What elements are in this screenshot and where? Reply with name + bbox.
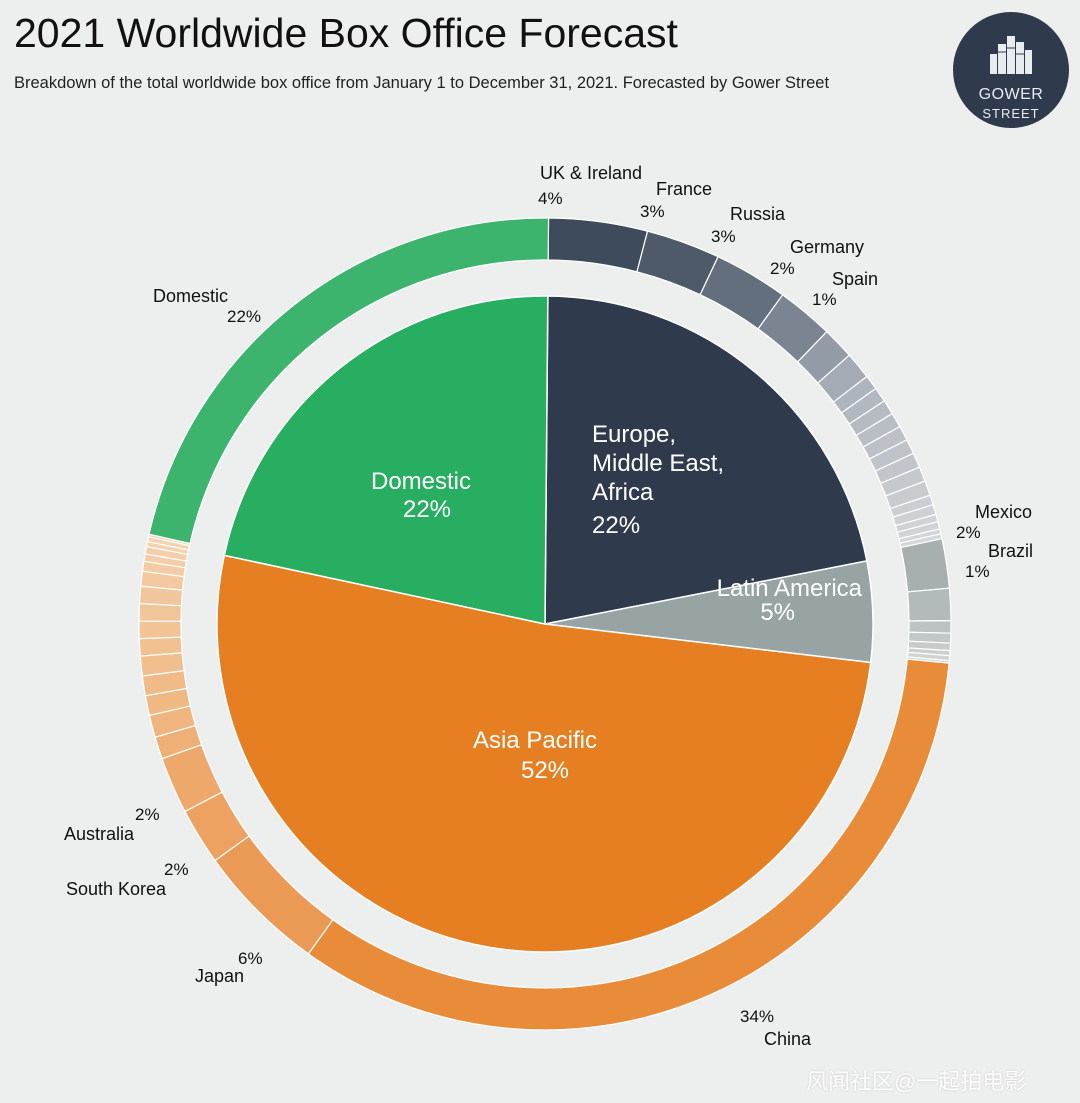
pie-pct-europe-middle-east-africa: 22% [592, 512, 640, 539]
ring-label-brazil: Brazil [988, 541, 1033, 561]
page-title: 2021 Worldwide Box Office Forecast [14, 10, 678, 56]
pie-label-latin-america: Latin America [717, 575, 863, 602]
ring-label-japan: Japan [195, 966, 244, 986]
ring-label-south-korea: South Korea [66, 879, 167, 899]
ring-label-france: France [656, 179, 712, 199]
ring-pct-brazil: 1% [965, 562, 990, 581]
pie-pct-asia-pacific: 52% [521, 757, 569, 784]
inner-labels: Europe, Middle East, Africa 22% Latin Americ… [371, 421, 863, 784]
ring-segment-minor [908, 620, 952, 634]
ring-label-russia: Russia [730, 204, 786, 224]
ring-segment-brazil [906, 587, 952, 622]
pie-slice-domestic [223, 295, 549, 625]
watermark-text: 风闻社区@一起拍电影 [806, 1069, 1027, 1094]
outer-ring [138, 217, 952, 1031]
ring-pct-spain: 1% [812, 290, 837, 309]
ring-label-spain: Spain [832, 269, 878, 289]
ring-pct-domestic: 22% [227, 307, 261, 326]
pie-label-asia-pacific: Asia Pacific [473, 727, 597, 754]
ring-label-mexico: Mexico [975, 502, 1032, 522]
ring-segment-minor [138, 636, 183, 657]
ring-label-china: China [764, 1029, 812, 1049]
pie-label-domestic: Domestic [371, 468, 471, 495]
ring-pct-mexico: 2% [956, 523, 981, 542]
inner-pie [216, 295, 874, 953]
buildings-icon [990, 36, 1032, 74]
page-subtitle: Breakdown of the total worldwide box off… [14, 74, 830, 92]
ring-segment-minor [138, 620, 182, 640]
ring-segment-domestic [148, 217, 550, 545]
pie-slice-europe-middle-east-africa [544, 295, 868, 625]
ring-label-uk-ireland: UK & Ireland [540, 163, 642, 183]
ring-pct-japan: 6% [238, 949, 263, 968]
ring-segment-mexico [900, 537, 951, 593]
ring-pct-russia: 3% [711, 227, 736, 246]
ring-label-domestic: Domestic [153, 286, 228, 306]
ring-pct-china: 34% [740, 1007, 774, 1026]
ring-pct-uk-ireland: 4% [538, 189, 563, 208]
pie-pct-latin-america: 5% [760, 599, 795, 626]
pie-pct-domestic: 22% [403, 496, 451, 523]
ring-pct-germany: 2% [770, 259, 795, 278]
pie-slice-asia-pacific [216, 554, 872, 953]
ring-segment-uk-ireland [547, 217, 649, 273]
ring-segment-minor [138, 602, 183, 622]
pie-label-europe-middle-east-africa: Europe, Middle East, Africa [592, 421, 724, 506]
ring-label-australia: Australia [64, 824, 135, 844]
gower-street-logo: GOWER STREET [953, 12, 1069, 128]
ring-pct-france: 3% [640, 202, 665, 221]
logo-text-gower: GOWER [978, 86, 1044, 103]
ring-pct-south-korea: 2% [164, 860, 189, 879]
ring-label-germany: Germany [790, 237, 864, 257]
logo-text-street: STREET [982, 106, 1040, 121]
ring-pct-australia: 2% [135, 805, 160, 824]
